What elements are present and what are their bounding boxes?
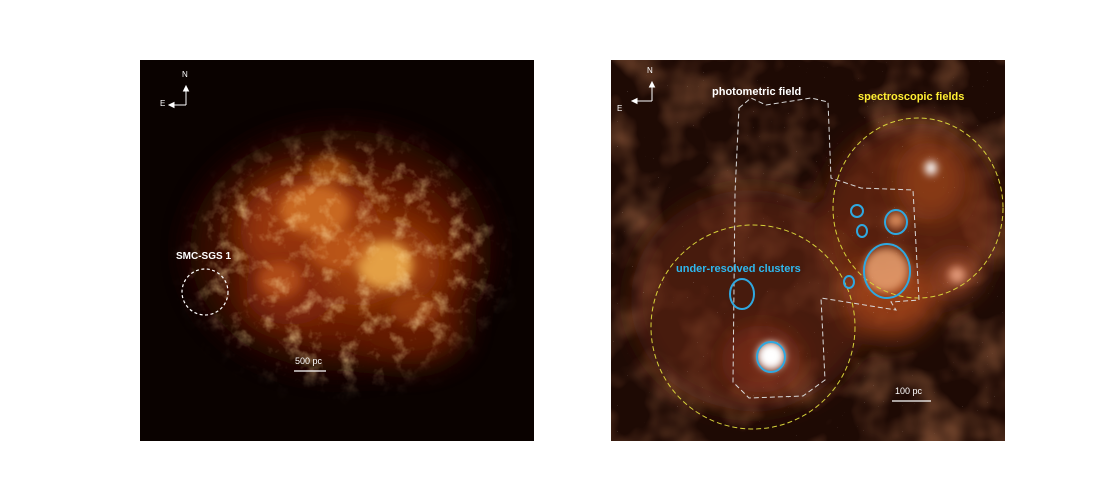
compass-east-right: E: [617, 104, 623, 113]
compass-arrows-left: [167, 84, 190, 109]
smc-sgs1-label: SMC-SGS 1: [176, 251, 232, 262]
smc-emission-map: [140, 60, 534, 441]
under-resolved-clusters-label: under-resolved clusters: [676, 263, 801, 275]
photometric-field-outline: [732, 97, 920, 399]
under-resolved-clusters-outlines: [729, 204, 911, 373]
compass-north-left: N: [182, 70, 188, 79]
spectroscopic-fields-label: spectroscopic fields: [858, 91, 965, 103]
nebula-optical-image: N E photometric field spectroscopic fiel…: [611, 60, 1005, 441]
compass-arrows-right: [630, 80, 656, 105]
scale-bar-label-right: 100 pc: [895, 386, 923, 396]
smc-sgs1-region-outline: [181, 268, 229, 316]
compass-east-left: E: [160, 99, 166, 108]
photometric-field-label: photometric field: [712, 86, 802, 98]
nebula-overlay-map: [611, 60, 1005, 441]
smc-emission-image: N E SMC-SGS 1 500 pc: [140, 60, 534, 441]
compass-north-right: N: [647, 66, 653, 75]
spectroscopic-fields-outline: [650, 117, 1004, 430]
scale-bar-label-left: 500 pc: [295, 356, 323, 366]
